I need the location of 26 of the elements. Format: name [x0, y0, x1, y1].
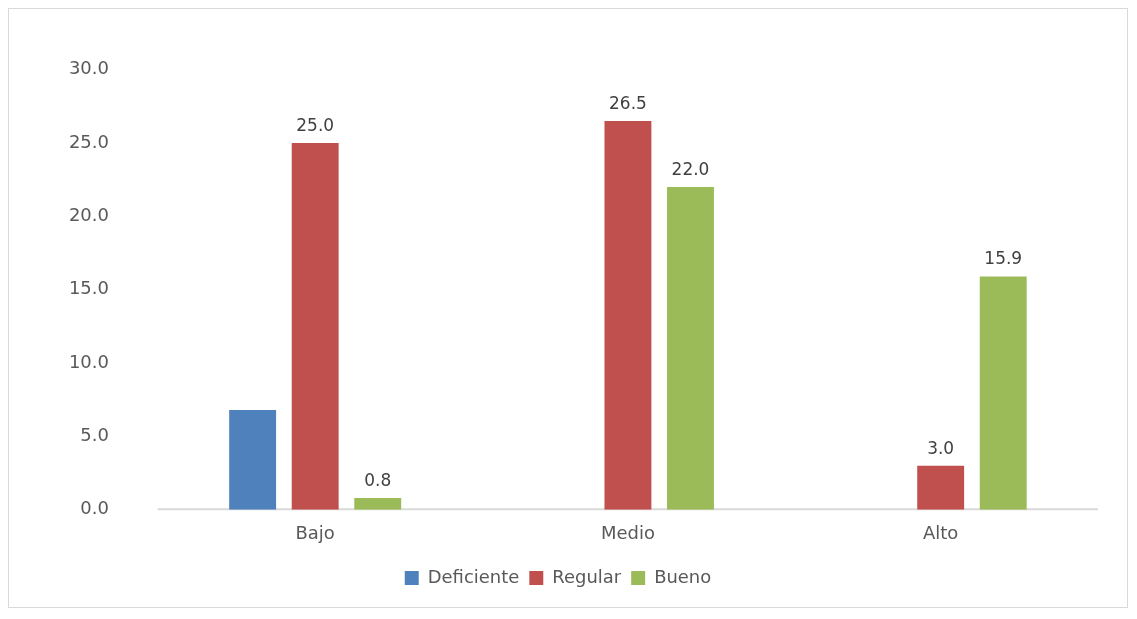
data-label: 26.5	[609, 92, 647, 113]
legend-label: Bueno	[654, 565, 712, 587]
y-tick-label: 25.0	[68, 130, 109, 152]
legend-label: Regular	[552, 565, 622, 587]
data-label: 15.9	[984, 248, 1023, 269]
y-tick-label: 15.0	[68, 277, 109, 299]
bar	[229, 409, 277, 510]
legend-label: Deficiente	[427, 565, 520, 587]
bar	[291, 142, 339, 510]
x-tick-label: Alto	[923, 522, 959, 544]
data-label: 22.0	[671, 158, 710, 179]
x-tick-label: Bajo	[295, 522, 335, 544]
data-label: 25.0	[296, 114, 335, 135]
y-tick-label: 10.0	[68, 350, 109, 372]
bar	[354, 497, 402, 510]
data-label: 0.8	[364, 469, 392, 490]
y-tick-label: 5.0	[80, 424, 109, 446]
bar	[979, 276, 1027, 510]
y-tick-label: 0.0	[80, 497, 109, 519]
x-tick-label: Medio	[600, 522, 655, 544]
data-label: 3.0	[927, 437, 955, 458]
bar	[604, 120, 652, 510]
y-tick-label: 20.0	[68, 203, 109, 225]
y-tick-label: 30.0	[68, 57, 109, 79]
bar	[667, 186, 714, 510]
bar	[917, 465, 965, 510]
